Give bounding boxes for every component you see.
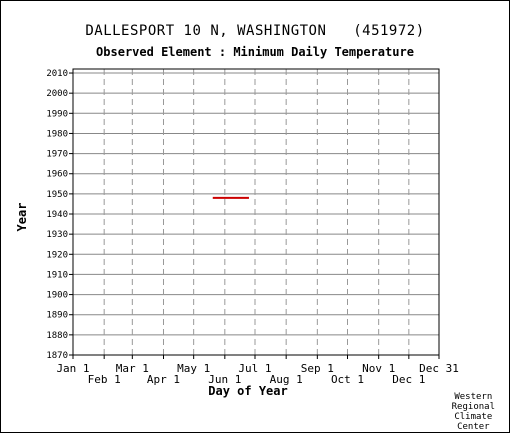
y-tick-label: 1880 xyxy=(46,331,68,341)
x-tick-label: Jun 1 xyxy=(208,373,241,386)
y-tick-label: 1900 xyxy=(46,291,68,301)
x-tick-label: Feb 1 xyxy=(88,373,121,386)
credit-line: Climate xyxy=(454,412,493,422)
y-tick-label: 1950 xyxy=(46,190,68,200)
x-axis-label: Day of Year xyxy=(208,384,288,398)
y-tick-label: 1890 xyxy=(46,311,68,321)
x-tick-label: Nov 1 xyxy=(362,362,395,375)
x-tick-label: Dec 1 xyxy=(392,373,425,386)
x-tick-label: Sep 1 xyxy=(301,362,334,375)
x-tick-label: Jul 1 xyxy=(238,362,271,375)
y-tick-label: 2010 xyxy=(46,69,68,79)
credit-line: Western xyxy=(454,392,493,402)
credit-text: Western Regional Climate Center xyxy=(452,392,495,432)
y-tick-label: 1980 xyxy=(46,129,68,139)
y-tick-label: 1970 xyxy=(46,150,68,160)
chart-subtitle: Observed Element : Minimum Daily Tempera… xyxy=(96,45,414,59)
chart-title: DALLESPORT 10 N, WASHINGTON (451972) xyxy=(85,23,425,39)
y-tick-label: 2000 xyxy=(46,89,68,99)
y-tick-label: 1990 xyxy=(46,109,68,119)
x-tick-label: Mar 1 xyxy=(116,362,149,375)
y-tick-label: 1930 xyxy=(46,230,68,240)
y-axis-label: Year xyxy=(15,202,29,232)
y-tick-label: 1910 xyxy=(46,270,68,280)
y-tick-label: 1960 xyxy=(46,170,68,180)
credit-line: Center xyxy=(457,422,490,432)
y-tick-label: 1920 xyxy=(46,250,68,260)
x-tick-label: Jan 1 xyxy=(56,362,89,375)
x-tick-label: Aug 1 xyxy=(270,373,303,386)
x-tick-label: Oct 1 xyxy=(331,373,364,386)
x-tick-label: Apr 1 xyxy=(147,373,180,386)
x-tick-label: May 1 xyxy=(177,362,210,375)
x-tick-label: Dec 31 xyxy=(419,362,459,375)
credit-line: Regional xyxy=(451,402,495,412)
y-tick-label: 1940 xyxy=(46,210,68,220)
plot-border xyxy=(72,68,440,356)
y-tick-label: 1870 xyxy=(46,351,68,361)
